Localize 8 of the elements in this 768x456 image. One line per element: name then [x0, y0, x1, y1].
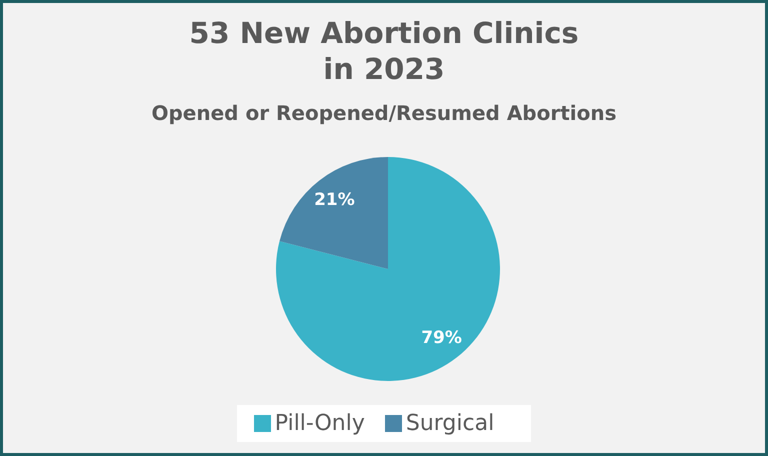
- pie-slice: [280, 157, 388, 269]
- legend-label: Pill-Only: [274, 411, 365, 436]
- legend-label: Surgical: [406, 411, 494, 436]
- data-label: 21%: [314, 190, 355, 210]
- chart-subtitle: Opened or Reopened/Resumed Abortions: [150, 101, 618, 125]
- chart-title: 53 New Abortion Clinics in 2023: [188, 15, 580, 87]
- pie-slice: [276, 157, 500, 381]
- data-label: 79%: [421, 328, 462, 348]
